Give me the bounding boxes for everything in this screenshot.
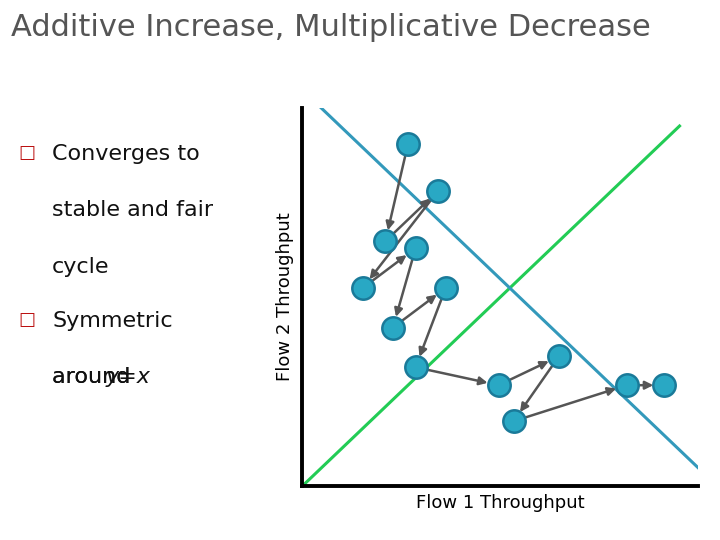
Point	[402, 140, 414, 149]
Text: Additive Increase, Multiplicative Decrease: Additive Increase, Multiplicative Decrea…	[11, 14, 651, 43]
Point	[553, 352, 564, 361]
Point	[440, 284, 451, 292]
Point	[492, 381, 504, 389]
Text: 44: 44	[10, 70, 32, 85]
Point	[621, 381, 632, 389]
Text: stable and fair: stable and fair	[52, 200, 213, 220]
Text: around: around	[52, 367, 138, 387]
Text: Symmetric: Symmetric	[52, 311, 173, 331]
Text: Converges to: Converges to	[52, 144, 200, 164]
Text: around: around	[52, 367, 138, 387]
Text: y=x: y=x	[106, 367, 150, 387]
Point	[379, 237, 391, 246]
Point	[410, 244, 421, 253]
Point	[410, 363, 421, 372]
Text: □: □	[19, 311, 35, 329]
Point	[508, 417, 519, 426]
Point	[659, 381, 670, 389]
Text: cycle: cycle	[52, 256, 109, 276]
Point	[433, 186, 444, 195]
Point	[387, 323, 399, 332]
X-axis label: Flow 1 Throughput: Flow 1 Throughput	[416, 494, 585, 512]
Y-axis label: Flow 2 Throughput: Flow 2 Throughput	[276, 213, 294, 381]
Point	[357, 284, 369, 292]
Text: □: □	[19, 144, 35, 162]
